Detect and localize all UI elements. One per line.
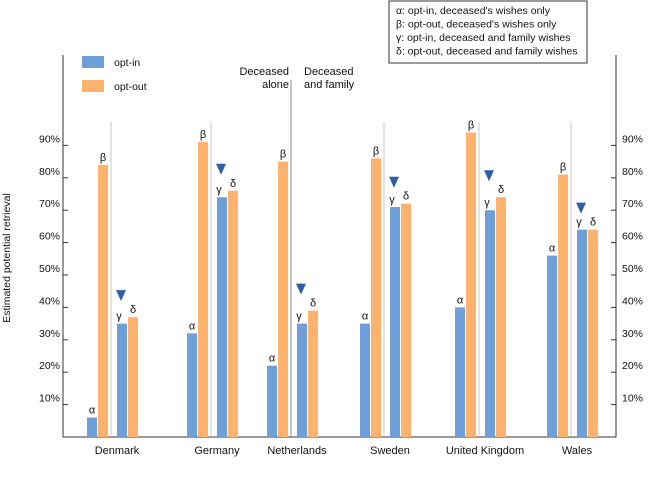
bar-symbol: α bbox=[549, 243, 556, 255]
down-arrow-icon bbox=[116, 290, 126, 302]
x-tick-label: Denmark bbox=[95, 445, 140, 457]
y-tick-label-left: 10% bbox=[39, 393, 60, 405]
x-tick-label: United Kingdom bbox=[446, 445, 524, 457]
bar-opt-out-deceased bbox=[278, 161, 288, 437]
y-tick-label-right: 70% bbox=[622, 198, 643, 210]
bar-symbol: β bbox=[100, 152, 106, 164]
y-tick-label-right: 90% bbox=[622, 133, 643, 145]
annotation-deceased-and-family: Deceased bbox=[304, 66, 354, 78]
legend-label-opt-out: opt-out bbox=[114, 81, 147, 93]
bar-symbol: γ bbox=[296, 311, 302, 323]
bar-opt-in-family bbox=[485, 210, 495, 437]
bar-opt-in-deceased bbox=[547, 255, 557, 437]
bar-symbol: α bbox=[89, 405, 96, 417]
x-tick-label: Netherlands bbox=[267, 445, 327, 457]
symbol-legend-entry: β: opt-out, deceased's wishes only bbox=[396, 19, 557, 31]
bar-opt-out-family bbox=[496, 197, 506, 437]
bar-opt-out-deceased bbox=[466, 132, 476, 437]
bar-symbol: γ bbox=[484, 197, 490, 209]
y-tick-label-left: 80% bbox=[39, 166, 60, 178]
bar-symbol: γ bbox=[576, 217, 582, 229]
y-tick-label-left: 30% bbox=[39, 328, 60, 340]
symbol-legend-entry: α: opt-in, deceased's wishes only bbox=[396, 5, 551, 17]
bar-opt-out-family bbox=[588, 229, 598, 437]
bar-opt-in-deceased bbox=[87, 417, 97, 437]
bar-symbol: γ bbox=[116, 311, 122, 323]
bar-symbol: α bbox=[457, 294, 464, 306]
bar-opt-out-family bbox=[401, 203, 411, 437]
bars bbox=[87, 132, 598, 438]
y-tick-label-left: 90% bbox=[39, 133, 60, 145]
bar-opt-in-deceased bbox=[455, 307, 465, 437]
y-tick-label-right: 80% bbox=[622, 166, 643, 178]
legend-swatch-opt-in bbox=[82, 56, 104, 68]
bar-opt-in-family bbox=[390, 206, 400, 437]
bar-opt-out-deceased bbox=[98, 164, 108, 437]
y-tick-label-right: 30% bbox=[622, 328, 643, 340]
bar-opt-out-deceased bbox=[198, 142, 208, 437]
y-tick-label-right: 50% bbox=[622, 263, 643, 275]
bar-opt-out-family bbox=[228, 190, 238, 437]
bar-symbol: β bbox=[468, 119, 474, 131]
y-tick-label-left: 40% bbox=[39, 295, 60, 307]
annotation-deceased-alone: alone bbox=[262, 79, 289, 91]
y-tick-label-right: 10% bbox=[622, 393, 643, 405]
legend: opt-in opt-out bbox=[82, 56, 147, 93]
x-tick-label: Wales bbox=[562, 445, 593, 457]
bar-symbol: δ bbox=[590, 217, 596, 229]
bar-opt-in-deceased bbox=[187, 333, 197, 437]
symbol-legend-entry: γ: opt-in, deceased and family wishes bbox=[396, 32, 571, 44]
bar-symbol: α bbox=[362, 311, 369, 323]
y-tick-label-left: 70% bbox=[39, 198, 60, 210]
y-tick-label-left: 50% bbox=[39, 263, 60, 275]
bar-opt-in-family bbox=[217, 197, 227, 437]
bar-symbol: β bbox=[560, 162, 566, 174]
down-arrow-icon bbox=[576, 202, 586, 214]
down-arrow-icon bbox=[216, 163, 226, 175]
x-tick-label: Germany bbox=[194, 445, 240, 457]
bar-opt-in-deceased bbox=[267, 365, 277, 437]
bar-symbol: β bbox=[373, 145, 379, 157]
symbol-legend-box bbox=[388, 0, 588, 64]
bar-opt-in-family bbox=[117, 323, 127, 437]
legend-swatch-opt-out bbox=[82, 80, 104, 92]
bar-opt-in-deceased bbox=[360, 323, 370, 437]
annotation-deceased-alone: Deceased bbox=[239, 66, 289, 78]
symbol-legend-entry: δ: opt-out, deceased and family wishes bbox=[396, 46, 578, 58]
legend-label-opt-in: opt-in bbox=[114, 57, 140, 69]
axes: 10% 10% 20% 20% 30% 30% 40% 40% 50% 50% 60% 60% 70% 7… bbox=[1, 55, 643, 457]
bar-symbol: δ bbox=[310, 298, 316, 310]
bar-symbol: α bbox=[269, 353, 276, 365]
bar-opt-in-family bbox=[297, 323, 307, 437]
bar-opt-out-family bbox=[308, 310, 318, 437]
x-tick-label: Sweden bbox=[370, 445, 410, 457]
y-tick-label-right: 20% bbox=[622, 360, 643, 372]
y-tick-label-left: 60% bbox=[39, 231, 60, 243]
y-tick-label-right: 40% bbox=[622, 295, 643, 307]
bar-symbol: δ bbox=[230, 178, 236, 190]
bar-symbol: δ bbox=[498, 184, 504, 196]
y-tick-label-left: 20% bbox=[39, 360, 60, 372]
bar-opt-out-family bbox=[128, 317, 138, 437]
symbol-legend: α: opt-in, deceased's wishes only β: opt-… bbox=[388, 0, 588, 64]
bar-symbol: γ bbox=[389, 194, 395, 206]
bar-opt-out-deceased bbox=[558, 174, 568, 437]
down-arrow-icon bbox=[389, 176, 399, 188]
bar-symbol: α bbox=[189, 320, 196, 332]
y-tick-label-right: 60% bbox=[622, 231, 643, 243]
down-arrow-icon bbox=[484, 170, 494, 182]
bar-opt-out-deceased bbox=[371, 158, 381, 438]
bar-symbol: β bbox=[200, 129, 206, 141]
bar-symbol: β bbox=[280, 149, 286, 161]
annotation-deceased-and-family: and family bbox=[304, 79, 355, 91]
bar-symbol: δ bbox=[130, 304, 136, 316]
y-axis-label: Estimated potential retrieval bbox=[1, 193, 13, 323]
bar-symbol: γ bbox=[216, 184, 222, 196]
bar-symbol: δ bbox=[403, 191, 409, 203]
down-arrow-icon bbox=[296, 283, 306, 295]
bar-opt-in-family bbox=[577, 229, 587, 437]
